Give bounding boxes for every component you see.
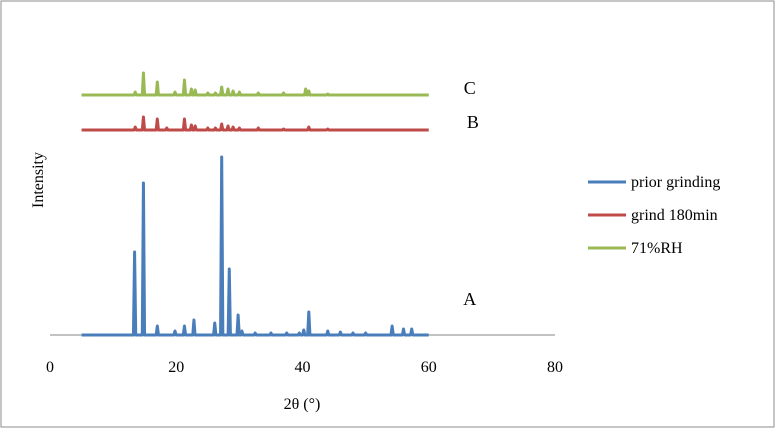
legend-label-71rh: 71%RH <box>631 240 683 257</box>
series-line-2 <box>81 71 429 97</box>
trace-annotations: A BC <box>463 78 479 309</box>
x-tick-label: 0 <box>46 359 54 376</box>
trace-label-b: B <box>467 112 479 132</box>
x-tick-label: 80 <box>547 359 563 376</box>
x-tick-labels: 0 20 40 60 80 <box>46 359 563 376</box>
x-tick-label: 60 <box>421 359 437 376</box>
series-line-0 <box>81 155 429 337</box>
x-tick-label: 40 <box>295 359 311 376</box>
x-tick-label: 20 <box>168 359 184 376</box>
legend-label-prior-grinding: prior grinding <box>631 174 720 191</box>
x-axis-label: 2θ (°) <box>284 396 321 413</box>
trace-label-a: A <box>463 289 476 309</box>
trace-label-c: C <box>464 78 476 98</box>
legend-label-grind-180min: grind 180min <box>631 207 718 224</box>
legend: prior grinding grind 180min 71%RH <box>588 174 720 257</box>
series-line-1 <box>81 115 429 132</box>
plot-traces <box>81 71 429 337</box>
y-axis-label: Intensity <box>30 152 47 208</box>
